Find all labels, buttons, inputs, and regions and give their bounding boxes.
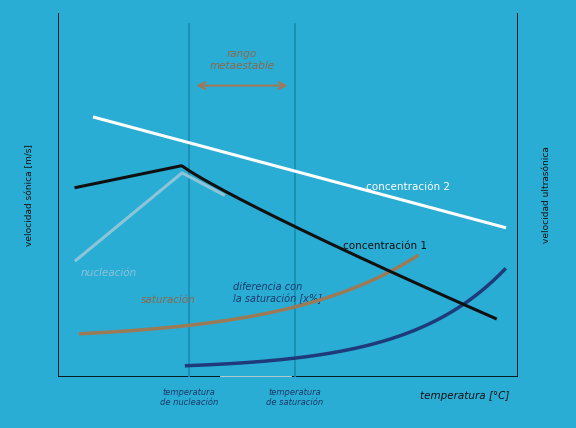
Text: concentración 2: concentración 2 [366,182,450,193]
Text: rango
metaestable: rango metaestable [209,50,275,71]
Text: saturación: saturación [141,295,195,305]
Text: diferencia con
la saturación [x%]: diferencia con la saturación [x%] [233,282,321,304]
Text: velocidad sónica [m/s]: velocidad sónica [m/s] [25,144,35,246]
Text: nucleación: nucleación [81,268,137,277]
Text: temperatura
de saturación: temperatura de saturación [266,388,324,407]
Text: temperatura
de nucleación: temperatura de nucleación [160,388,218,407]
Text: temperatura [°C]: temperatura [°C] [420,391,509,401]
Text: velocidad ultrasónica: velocidad ultrasónica [541,146,551,243]
Text: concentración 1: concentración 1 [343,241,427,251]
